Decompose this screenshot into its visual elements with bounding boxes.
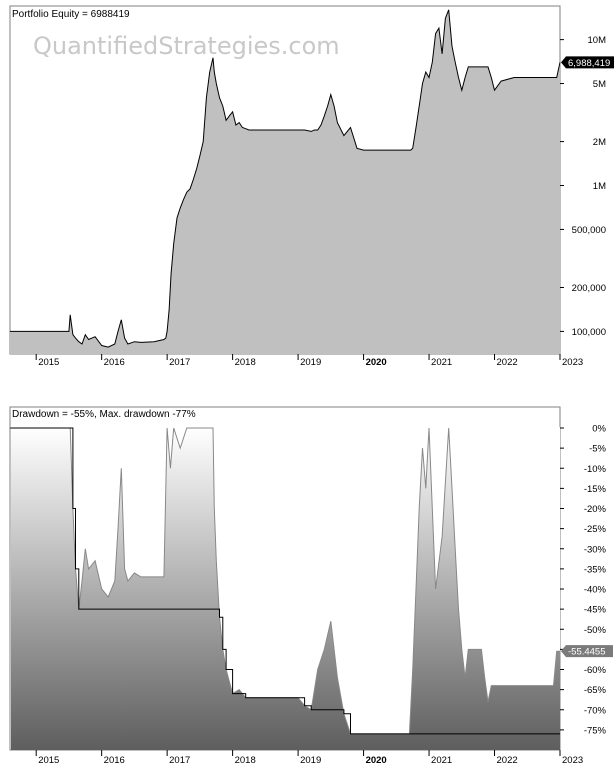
drawdown-x-tick-label: 2018 xyxy=(235,755,256,766)
watermark: QuantifiedStrategies.com xyxy=(33,32,340,60)
drawdown-y-tick-label: -75% xyxy=(584,725,607,736)
equity-chart-title: Portfolio Equity = 6988419 xyxy=(12,9,130,20)
equity-last-value-marker: 6,988,419 xyxy=(561,56,614,69)
equity-x-tick-label: 2020 xyxy=(366,357,387,368)
drawdown-x-tick-label: 2017 xyxy=(169,755,190,766)
equity-x-tick-label: 2022 xyxy=(497,357,518,368)
equity-x-tick-label: 2018 xyxy=(235,357,256,368)
drawdown-x-tick-label: 2016 xyxy=(104,755,125,766)
drawdown-y-tick-label: -45% xyxy=(584,605,607,616)
drawdown-y-tick-label: -20% xyxy=(584,504,607,515)
drawdown-last-value-tag xyxy=(561,645,613,658)
drawdown-x-tick-label: 2020 xyxy=(366,755,387,766)
drawdown-y-tick-label: -40% xyxy=(584,585,607,596)
equity-x-tick-label: 2015 xyxy=(38,357,59,368)
drawdown-y-tick-label: 0% xyxy=(592,424,606,435)
drawdown-mask xyxy=(10,427,560,734)
drawdown-x-tick-label: 2015 xyxy=(38,755,59,766)
equity-y-tick-label: 2M xyxy=(593,137,606,148)
drawdown-y-tick-label: -60% xyxy=(584,665,607,676)
equity-line xyxy=(10,9,561,348)
equity-x-tick-label: 2016 xyxy=(104,357,125,368)
drawdown-panel: Drawdown = -55%, Max. drawdown -77% 0% -5… xyxy=(9,406,613,766)
max-drawdown-line xyxy=(10,427,560,735)
equity-y-tick-label: 10M xyxy=(588,35,607,46)
drawdown-last-value-marker: -55.4455 xyxy=(561,645,613,658)
equity-y-tick-label: 100,000 xyxy=(572,327,606,338)
drawdown-y-tick-label: -25% xyxy=(584,524,607,535)
equity-x-tick-label: 2021 xyxy=(431,357,452,368)
drawdown-x-tick-label: 2019 xyxy=(300,755,321,766)
equity-last-value-tag xyxy=(561,56,614,69)
drawdown-y-axis: 0% -5% -10% -15% -20% -25% -30% -35% -40% -45% -50… xyxy=(560,424,607,736)
equity-last-value-label: 6,988,419 xyxy=(568,58,610,69)
equity-y-tick-label: 1M xyxy=(593,181,606,192)
drawdown-y-tick-label: -5% xyxy=(589,444,606,455)
equity-y-axis: 100,000 200,000 500,000 1M 2M 5M 10M xyxy=(560,35,606,338)
equity-x-tick-label: 2023 xyxy=(562,357,583,368)
drawdown-y-tick-label: -65% xyxy=(584,685,607,696)
equity-x-tick-label: 2017 xyxy=(169,357,190,368)
equity-area xyxy=(10,9,560,355)
drawdown-y-tick-label: -30% xyxy=(584,544,607,555)
drawdown-y-tick-label: -15% xyxy=(584,484,607,495)
drawdown-x-tick-label: 2021 xyxy=(431,755,452,766)
drawdown-y-tick-label: -70% xyxy=(584,705,607,716)
equity-y-tick-label: 5M xyxy=(593,79,606,90)
equity-y-tick-label: 500,000 xyxy=(572,225,606,236)
drawdown-y-tick-label: -10% xyxy=(584,464,607,475)
drawdown-last-value-label: -55.4455 xyxy=(568,647,606,658)
drawdown-x-tick-label: 2022 xyxy=(497,755,518,766)
drawdown-y-tick-label: -50% xyxy=(584,625,607,636)
equity-x-axis: 2015 2016 2017 2018 2019 2020 2021 2022 2023 xyxy=(35,354,583,368)
drawdown-y-tick-label: -35% xyxy=(584,564,607,575)
equity-panel: QuantifiedStrategies.com Portfolio Equit… xyxy=(9,5,614,368)
drawdown-chart-title: Drawdown = -55%, Max. drawdown -77% xyxy=(12,409,196,420)
drawdown-x-tick-label: 2023 xyxy=(562,755,583,766)
equity-y-tick-label: 200,000 xyxy=(572,283,606,294)
drawdown-x-axis: 2015 2016 2017 2018 2019 2020 2021 2022 2023 xyxy=(35,750,583,766)
equity-x-tick-label: 2019 xyxy=(300,357,321,368)
